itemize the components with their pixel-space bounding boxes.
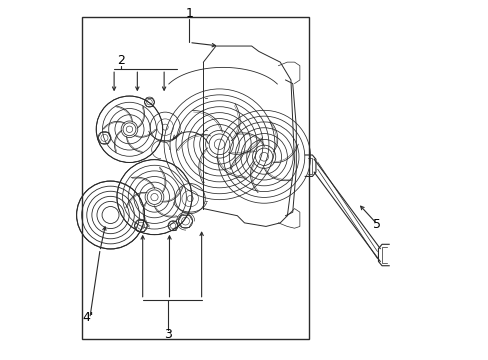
Text: 1: 1 bbox=[185, 8, 193, 21]
Bar bbox=[82, 18, 308, 339]
Text: 4': 4' bbox=[82, 311, 94, 324]
Text: 3: 3 bbox=[163, 328, 171, 341]
Text: 5: 5 bbox=[372, 218, 380, 231]
Text: 2: 2 bbox=[117, 54, 125, 67]
